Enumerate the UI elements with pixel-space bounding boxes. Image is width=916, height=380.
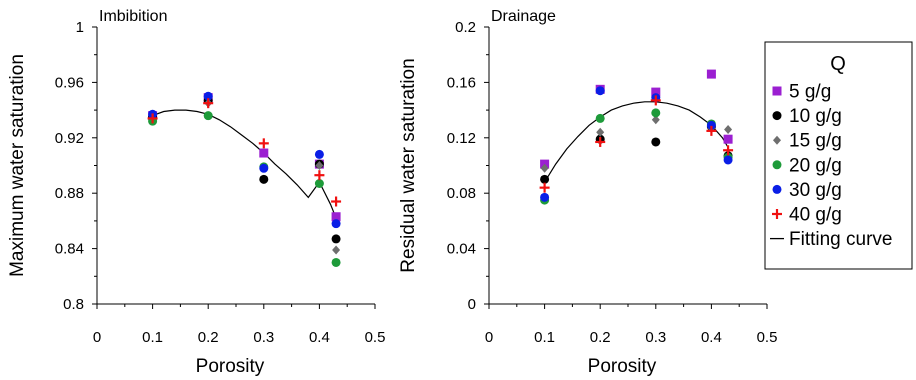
x-tick-label: 0.5 <box>365 329 386 346</box>
x-tick-label: 0.5 <box>757 329 778 346</box>
y-tick-label: 0.2 <box>455 19 476 36</box>
x-tick-label: 0.1 <box>142 329 163 346</box>
x-tick-label: 0 <box>485 329 493 346</box>
y-tick-label: 0.16 <box>447 74 476 91</box>
legend-label: 5 g/g <box>789 82 831 103</box>
point-40-g-g <box>539 182 550 193</box>
point-40-g-g <box>331 196 342 207</box>
point-15-g-g <box>315 161 324 170</box>
legend-marker-0 <box>772 86 782 96</box>
point-5-g-g <box>331 212 341 222</box>
point-15-g-g <box>596 127 605 137</box>
y-axis-title: Residual water saturation <box>398 58 419 272</box>
x-axis-title: Porosity <box>588 356 657 377</box>
point-20-g-g <box>203 111 213 121</box>
x-tick-label: 0.2 <box>198 329 219 346</box>
legend-title: Q <box>830 53 846 75</box>
legend-label: 40 g/g <box>789 205 842 226</box>
legend-marker-3 <box>772 160 782 170</box>
point-40-g-g <box>723 145 734 156</box>
y-tick-label: 0.92 <box>55 130 84 147</box>
fitting-curve <box>152 109 337 219</box>
point-15-g-g <box>651 115 660 125</box>
point-20-g-g <box>314 179 324 189</box>
panel-title: Imbibition <box>99 8 167 25</box>
legend-label: 10 g/g <box>789 106 842 127</box>
y-tick-label: 0.96 <box>55 74 84 91</box>
x-axis-title: Porosity <box>196 356 265 377</box>
point-5-g-g <box>723 134 733 144</box>
point-40-g-g <box>650 95 661 106</box>
point-15-g-g <box>724 124 733 134</box>
point-30-g-g <box>723 155 733 165</box>
point-30-g-g <box>331 219 341 229</box>
y-tick-label: 0 <box>468 296 476 313</box>
point-15-g-g <box>540 163 549 173</box>
point-15-g-g <box>332 245 341 255</box>
point-30-g-g <box>203 91 213 101</box>
y-tick-label: 0.08 <box>447 185 476 202</box>
imbibition-panel: 0.8 0.84 0.88 0.92 0.96 1 0 0.1 0.2 0.3 0.4 0.5 Imbi… <box>7 8 385 377</box>
legend-label: Fitting curve <box>789 229 892 250</box>
x-tick-label: 0.3 <box>645 329 666 346</box>
legend-marker-4 <box>772 184 782 194</box>
y-tick-label: 0.8 <box>63 296 84 313</box>
point-10-g-g <box>540 174 550 184</box>
drainage-panel: 0 0.04 0.08 0.12 0.16 0.2 0 0.1 0.2 0.3 0.4 0.5 Drai… <box>398 8 777 377</box>
legend-box <box>764 41 913 270</box>
point-40-g-g <box>203 98 214 109</box>
x-tick-label: 0.2 <box>590 329 611 346</box>
x-tick-label: 0.1 <box>534 329 555 346</box>
point-5-g-g <box>706 69 716 79</box>
y-axis-title: Maximum water saturation <box>7 54 28 277</box>
y-tick-label: 0.84 <box>55 241 84 258</box>
point-5-g-g <box>651 87 661 97</box>
x-tick-label: 0.4 <box>701 329 722 346</box>
y-tick-label: 1 <box>76 19 84 36</box>
point-40-g-g <box>595 136 606 147</box>
point-40-g-g <box>258 138 269 149</box>
point-5-g-g <box>259 148 269 158</box>
point-40-g-g <box>706 125 717 136</box>
point-40-g-g <box>314 170 325 181</box>
legend-marker-5 <box>772 209 782 219</box>
point-30-g-g <box>259 163 269 173</box>
point-10-g-g <box>259 174 269 184</box>
point-30-g-g <box>540 192 550 202</box>
y-tick-label: 0.04 <box>447 241 476 258</box>
point-20-g-g <box>331 257 341 267</box>
legend-marker-2 <box>773 135 781 145</box>
point-30-g-g <box>706 120 716 130</box>
panel-title: Drainage <box>491 8 556 25</box>
y-tick-label: 0.88 <box>55 185 84 202</box>
point-10-g-g <box>651 137 661 147</box>
point-10-g-g <box>331 234 341 244</box>
legend-label: 15 g/g <box>789 131 842 152</box>
x-tick-label: 0.3 <box>253 329 274 346</box>
legend-label: 30 g/g <box>789 180 842 201</box>
point-20-g-g <box>595 113 605 123</box>
x-tick-label: 0 <box>93 329 101 346</box>
legend-marker-1 <box>772 111 782 121</box>
point-20-g-g <box>651 108 661 118</box>
fitting-curve <box>544 101 729 183</box>
point-40-g-g <box>147 113 158 124</box>
point-30-g-g <box>314 149 324 159</box>
legend: Q 5 g/g 10 g/g 15 g/g 20 g/g 30 g/g 40 g/g Fitt… <box>764 41 913 270</box>
x-tick-label: 0.4 <box>309 329 330 346</box>
y-tick-label: 0.12 <box>447 130 476 147</box>
point-30-g-g <box>595 86 605 96</box>
legend-label: 20 g/g <box>789 155 842 176</box>
